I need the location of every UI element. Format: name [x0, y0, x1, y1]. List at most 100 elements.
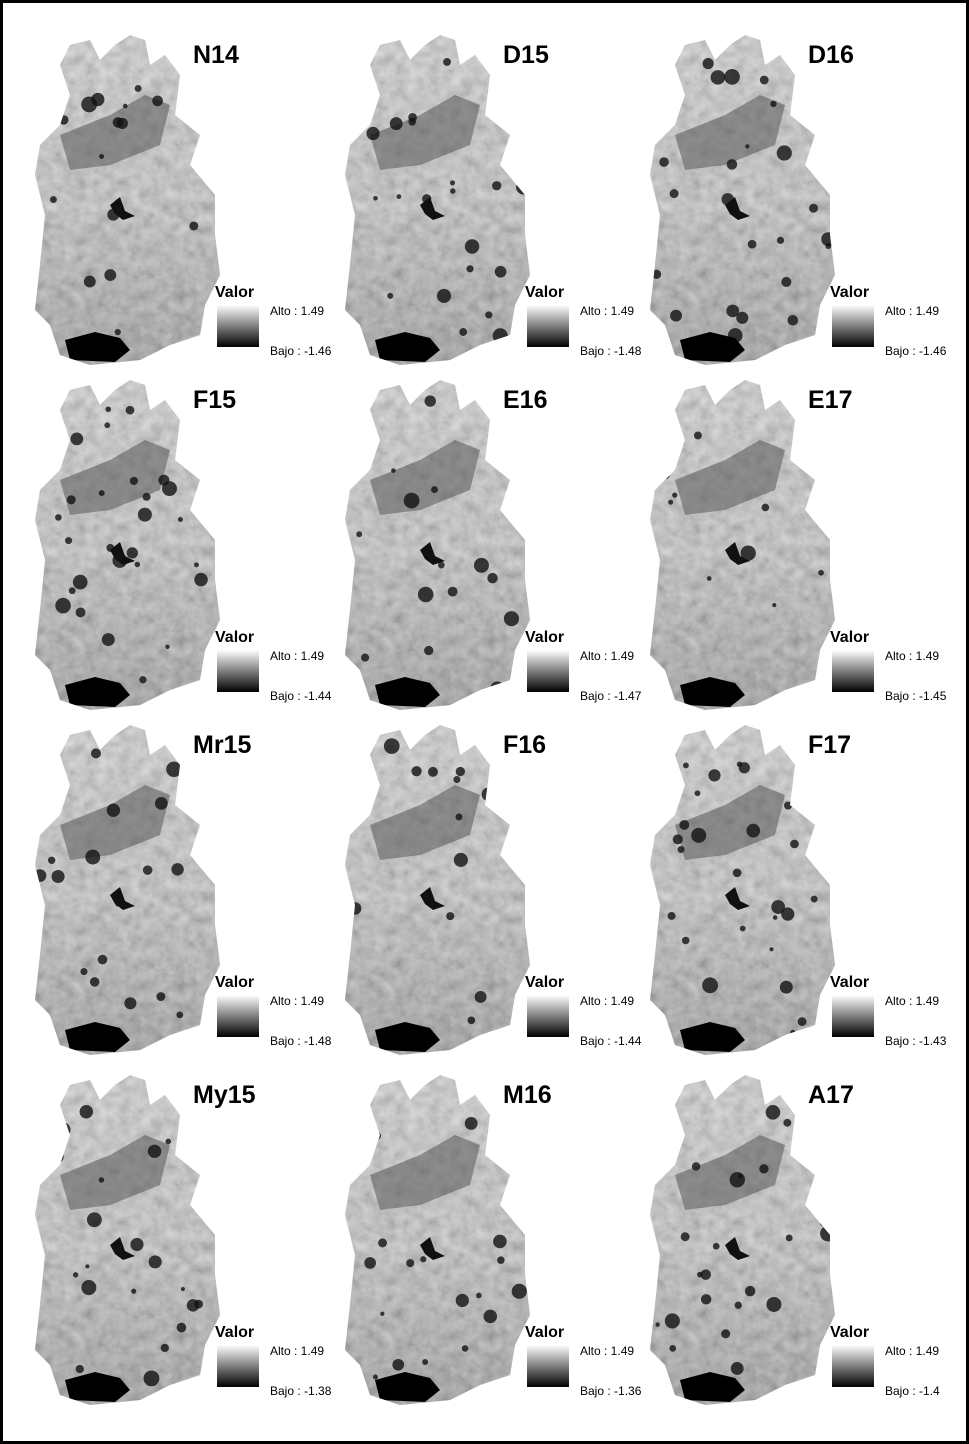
dark-patch	[464, 1117, 478, 1130]
dark-patch	[493, 1234, 507, 1249]
dark-patch	[473, 557, 489, 573]
dark-patch	[154, 797, 168, 810]
dark-patch	[99, 154, 105, 159]
dark-patch	[65, 537, 73, 545]
dark-patch	[476, 1292, 482, 1299]
dark-patch	[436, 288, 452, 303]
dark-patch	[165, 644, 170, 649]
dark-patch	[66, 495, 76, 505]
lake	[110, 1237, 135, 1260]
dark-patch	[142, 865, 153, 875]
city	[65, 1372, 130, 1402]
dark-patch	[702, 977, 718, 994]
dark-patch	[134, 85, 142, 92]
panel-title: Mr15	[193, 731, 251, 759]
dark-patch	[679, 819, 690, 830]
legend-low: Bajo : -1.4	[885, 1384, 940, 1398]
panel-title: D16	[808, 41, 854, 69]
dark-patch	[724, 69, 740, 85]
dark-patch	[420, 1256, 427, 1263]
dark-patch	[721, 1329, 731, 1339]
dark-patch	[428, 766, 438, 777]
dark-patch	[694, 790, 701, 797]
dark-patch	[193, 562, 199, 568]
legend-low: Bajo : -1.46	[885, 344, 947, 358]
dark-patch	[366, 126, 380, 141]
dark-patch	[781, 907, 795, 921]
dark-patch	[744, 1285, 756, 1297]
dark-patch	[810, 895, 818, 903]
legend-ramp	[832, 305, 874, 347]
dark-patch	[176, 1011, 184, 1019]
legend-title: Valor	[525, 1324, 564, 1341]
dark-patch	[391, 468, 396, 473]
dark-patch	[736, 311, 749, 324]
dark-patch	[104, 422, 111, 429]
dark-patch	[406, 1259, 415, 1268]
dark-patch	[411, 766, 422, 777]
dark-patch	[139, 676, 147, 684]
dark-patch	[422, 1358, 429, 1365]
legend-high: Alto : 1.49	[270, 649, 324, 663]
legend-low: Bajo : -1.38	[270, 1384, 332, 1398]
lake	[420, 887, 445, 910]
dark-patch	[664, 1313, 680, 1329]
city	[375, 1022, 440, 1052]
dark-patch	[116, 117, 128, 130]
dark-patch	[693, 431, 702, 440]
dark-patch	[417, 586, 434, 603]
dark-patch	[691, 827, 707, 843]
dark-patch	[106, 803, 121, 817]
dark-patch	[134, 561, 141, 568]
urban-area	[60, 440, 170, 515]
dark-patch	[772, 915, 778, 920]
dark-patch	[746, 823, 761, 838]
dark-patch	[483, 1309, 498, 1324]
legend-title: Valor	[830, 629, 869, 646]
legend-high: Alto : 1.49	[580, 304, 634, 318]
city	[65, 332, 130, 362]
dark-patch	[825, 243, 832, 249]
dark-patch	[779, 980, 793, 994]
dark-patch	[797, 1017, 807, 1027]
dark-patch	[809, 203, 819, 213]
dark-patch	[131, 1288, 137, 1294]
dark-patch	[91, 92, 105, 107]
dark-patch	[105, 406, 112, 413]
dark-patch	[818, 569, 824, 576]
legend-ramp	[217, 305, 259, 347]
dark-patch	[659, 157, 669, 167]
city	[680, 332, 745, 362]
dark-patch	[194, 572, 208, 587]
dark-patch	[98, 1177, 105, 1183]
dark-patch	[97, 954, 108, 965]
dark-patch	[503, 611, 519, 627]
legend-low: Bajo : -1.36	[580, 1384, 642, 1398]
urban-area	[675, 440, 785, 515]
urban-area	[60, 785, 170, 860]
dark-patch	[147, 1144, 162, 1159]
legend-low: Bajo : -1.46	[270, 344, 332, 358]
panel-title: F17	[808, 731, 851, 759]
legend-title: Valor	[830, 974, 869, 991]
dark-patch	[726, 304, 740, 318]
dark-patch	[75, 607, 86, 618]
dark-patch	[455, 766, 466, 777]
dark-patch	[745, 144, 750, 149]
dark-patch	[785, 1234, 793, 1242]
urban-area	[370, 785, 480, 860]
dark-patch	[769, 947, 774, 952]
dark-patch	[85, 849, 101, 865]
legend-low: Bajo : -1.43	[885, 1034, 947, 1048]
legend-title: Valor	[215, 1324, 254, 1341]
dark-patch	[130, 1237, 144, 1252]
dark-patch	[364, 1257, 376, 1269]
legend-ramp	[527, 1345, 569, 1387]
dark-patch	[70, 432, 84, 446]
dark-patch	[669, 189, 679, 199]
dark-patch	[682, 762, 689, 769]
dark-patch	[75, 1364, 84, 1374]
dark-patch	[453, 776, 461, 784]
